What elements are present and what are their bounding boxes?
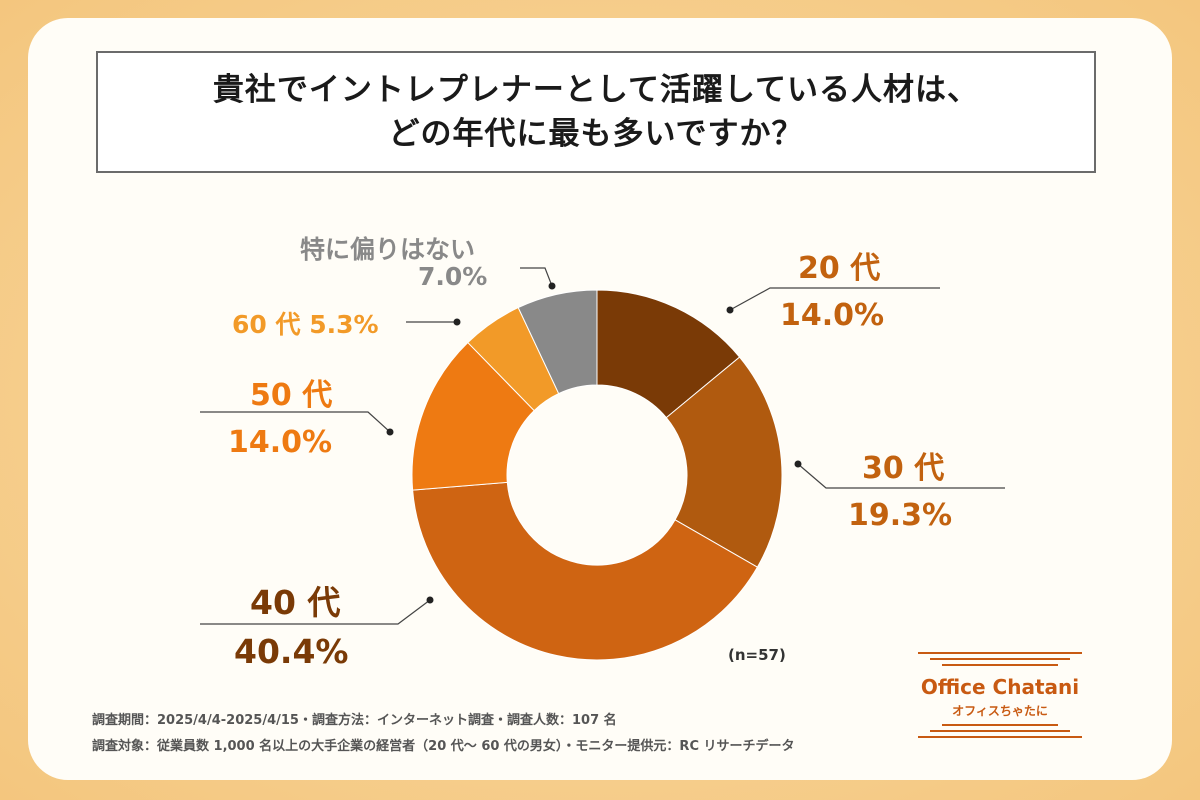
leader-dot-50s: [386, 428, 394, 436]
logo-rule: [918, 736, 1082, 738]
question-title-line-1: 貴社でイントレプレナーとして活躍している人材は、: [212, 72, 980, 108]
leader-line-20s: [729, 287, 940, 311]
label-30s-value: 19.3%: [848, 498, 953, 533]
label-none-name: 特に偏りはない: [300, 235, 476, 264]
leader-dot-none: [548, 282, 556, 290]
leader-dot-60s: [453, 318, 461, 326]
logo-rule: [942, 724, 1058, 726]
leader-dot-40s: [426, 596, 434, 604]
logo-main-text: Office Chatani: [920, 675, 1080, 699]
label-40s-name: 40 代: [250, 583, 341, 622]
label-50s-value: 14.0%: [228, 425, 333, 460]
donut-slice-6: [517, 289, 598, 395]
logo-rule: [930, 658, 1070, 660]
sample-size: (n=57): [728, 646, 786, 664]
label-20s-value: 14.0%: [780, 298, 885, 333]
logo-sub-text: オフィスちゃたに: [952, 704, 1048, 718]
footnote-survey-target: 調査対象：従業員数 1,000 名以上の大手企業の経営者（20 代～ 60 代の…: [92, 739, 795, 754]
donut-slice-3: [412, 481, 759, 661]
question-title-line-2: どの年代に最も多いですか？: [388, 116, 804, 152]
label-20s-name: 20 代: [798, 251, 881, 286]
leader-dot-30s: [794, 460, 802, 468]
leader-dot-20s: [726, 306, 734, 314]
donut-slice-2: [665, 356, 783, 568]
leader-line-50s: [200, 411, 391, 433]
leader-line-30s: [797, 463, 1005, 489]
question-title-box: 貴社でイントレプレナーとして活躍している人材は、 どの年代に最も多いですか？: [96, 51, 1096, 173]
logo-rule: [918, 652, 1082, 654]
label-50s-name: 50 代: [250, 378, 333, 413]
label-60s: 60 代 5.3%: [232, 310, 379, 339]
label-40s-value: 40.4%: [234, 632, 349, 671]
label-none-value: 7.0%: [418, 262, 488, 291]
logo-rule: [942, 664, 1058, 666]
leader-line-40s: [200, 599, 431, 625]
leader-line-none: [520, 267, 553, 287]
logo-rule: [930, 730, 1070, 732]
label-30s-name: 30 代: [862, 451, 945, 486]
footnote-survey-period: 調査期間：2025/4/4-2025/4/15・調査方法：インターネット調査・調…: [92, 713, 617, 728]
office-chatani-logo: Office Chatani オフィスちゃたに: [918, 652, 1082, 742]
